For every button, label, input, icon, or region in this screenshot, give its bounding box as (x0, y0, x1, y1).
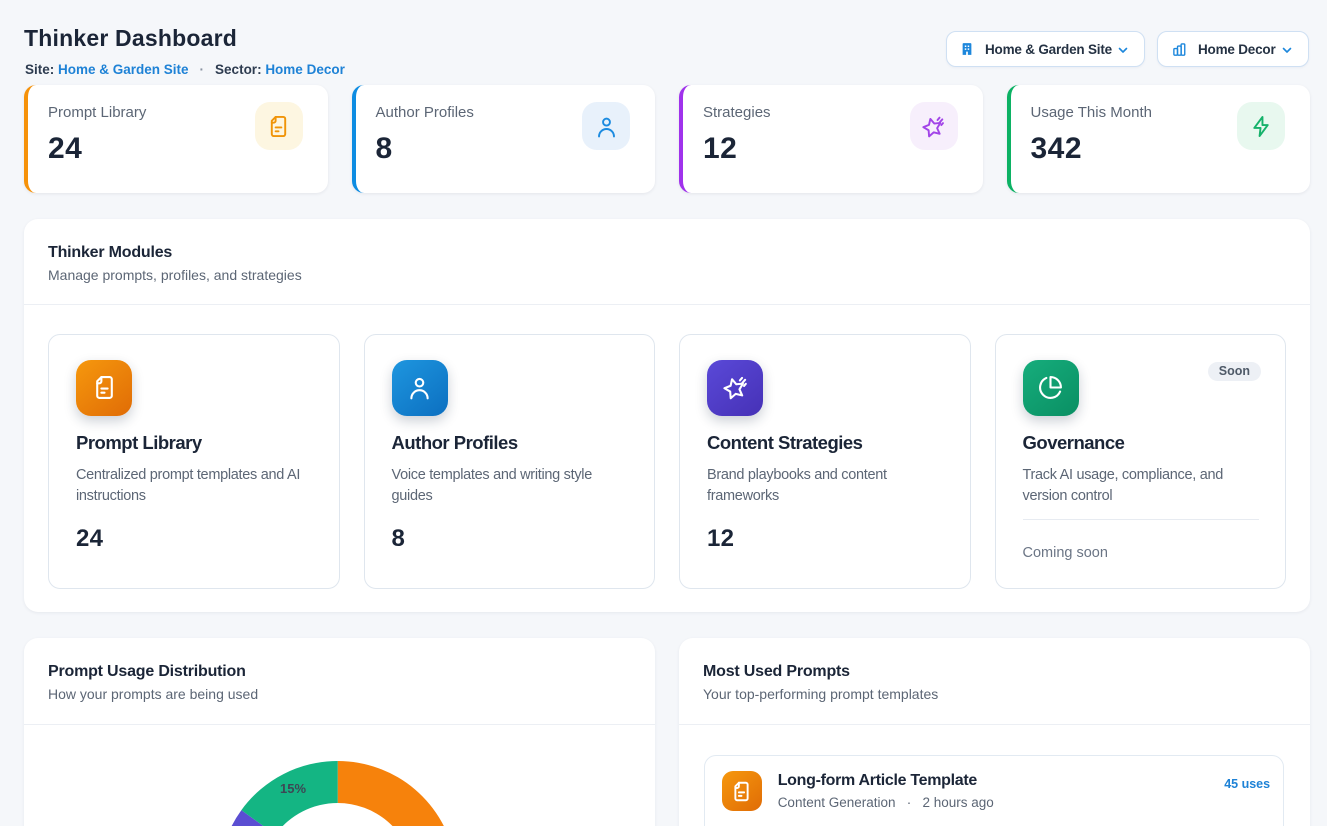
svg-text:15%: 15% (280, 781, 306, 796)
